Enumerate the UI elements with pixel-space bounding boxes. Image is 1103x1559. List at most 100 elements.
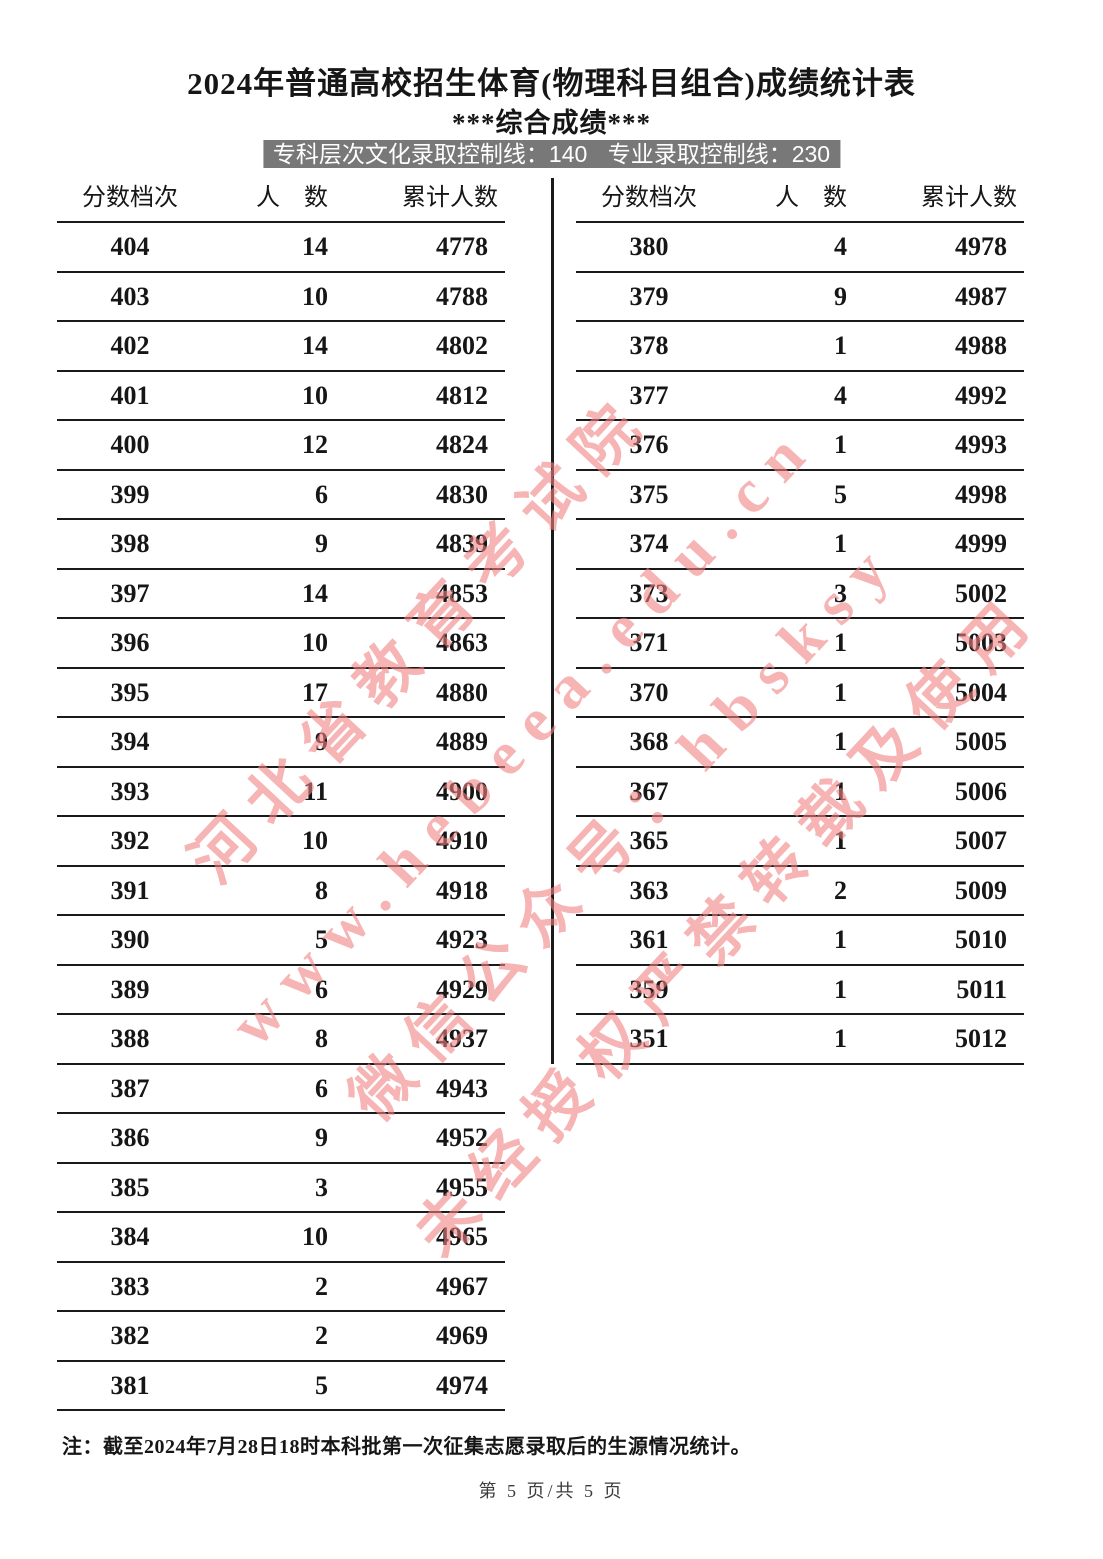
cumulative-cell: 4880 <box>436 677 488 707</box>
score-cell: 402 <box>110 331 150 360</box>
table-body-left: 404 14 4778 403 10 4788 402 14 4802 401 … <box>57 223 505 1411</box>
score-cell: 379 <box>629 281 669 311</box>
count-cell: 2 <box>315 1271 328 1301</box>
score-cell: 373 <box>629 578 669 608</box>
table-row: 401 10 4812 <box>57 372 505 421</box>
cumulative-cell: 4929 <box>436 974 488 1004</box>
count-cell: 14 <box>302 578 328 608</box>
cumulative-cell: 4923 <box>436 925 488 954</box>
count-cell: 12 <box>302 430 328 459</box>
count-cell: 17 <box>302 677 328 707</box>
score-cell: 374 <box>629 529 669 558</box>
count-cell: 5 <box>834 479 847 509</box>
cumulative-cell: 4988 <box>955 331 1007 360</box>
table-row: 397 14 4853 <box>57 570 505 619</box>
major-control-line: 专业录取控制线：230 <box>607 141 831 167</box>
score-cell: 391 <box>110 875 150 905</box>
cumulative-cell: 4955 <box>436 1172 488 1202</box>
table-row: 388 8 4937 <box>57 1015 505 1065</box>
count-cell: 9 <box>834 281 847 311</box>
score-cell: 375 <box>629 479 669 509</box>
count-cell: 5 <box>315 925 328 954</box>
table-row: 399 6 4830 <box>57 471 505 520</box>
table-row: 378 1 4988 <box>576 322 1024 372</box>
cumulative-cell: 4863 <box>436 628 488 657</box>
cumulative-cell: 4978 <box>955 232 1007 261</box>
score-cell: 365 <box>629 826 669 855</box>
count-cell: 6 <box>315 1073 328 1103</box>
score-cell: 363 <box>629 875 669 905</box>
score-cell: 398 <box>110 529 150 558</box>
count-cell: 1 <box>834 628 847 657</box>
table-row: 384 10 4965 <box>57 1213 505 1263</box>
count-cell: 10 <box>302 281 328 311</box>
count-cell: 1 <box>834 529 847 558</box>
count-cell: 11 <box>303 776 328 806</box>
cumulative-cell: 4788 <box>436 281 488 311</box>
cumulative-cell: 4802 <box>436 331 488 360</box>
cumulative-cell: 4839 <box>436 529 488 558</box>
count-cell: 9 <box>315 727 328 756</box>
cumulative-cell: 4952 <box>436 1123 488 1152</box>
score-cell: 383 <box>110 1271 150 1301</box>
table-row: 359 1 5011 <box>576 966 1024 1015</box>
page-indicator: 第 5 页/共 5 页 <box>478 1481 625 1501</box>
footnote: 注：截至2024年7月28日18时本科批第一次征集志愿录取后的生源情况统计。 <box>62 1436 751 1458</box>
count-cell: 8 <box>315 1024 328 1053</box>
cumulative-cell: 5011 <box>956 974 1007 1004</box>
cumulative-cell: 4824 <box>436 430 488 459</box>
score-cell: 399 <box>110 479 150 509</box>
count-cell: 1 <box>834 925 847 954</box>
score-cell: 394 <box>110 727 150 756</box>
cumulative-cell: 4853 <box>436 578 488 608</box>
cumulative-cell: 4830 <box>436 479 488 509</box>
table-row: 375 5 4998 <box>576 471 1024 520</box>
table-row: 381 5 4974 <box>57 1362 505 1411</box>
table-row: 373 3 5002 <box>576 570 1024 619</box>
count-cell: 10 <box>302 380 328 410</box>
score-cell: 368 <box>629 727 669 756</box>
count-cell: 2 <box>834 875 847 905</box>
table-row: 404 14 4778 <box>57 223 505 273</box>
table-row: 387 6 4943 <box>57 1065 505 1114</box>
cumulative-cell: 4999 <box>955 529 1007 558</box>
count-cell: 5 <box>315 1370 328 1400</box>
control-line-banner: 专科层次文化录取控制线：140 专业录取控制线：230 <box>262 140 841 168</box>
table-body-right: 380 4 4978 379 9 4987 378 1 4988 377 4 4… <box>576 223 1024 1065</box>
cumulative-cell: 5009 <box>955 875 1007 905</box>
count-cell: 3 <box>315 1172 328 1202</box>
table-row: 365 1 5007 <box>576 817 1024 867</box>
count-cell: 1 <box>834 430 847 459</box>
cumulative-cell: 4889 <box>436 727 488 756</box>
table-row: 398 9 4839 <box>57 520 505 570</box>
score-cell: 390 <box>110 925 150 954</box>
count-cell: 1 <box>834 826 847 855</box>
score-cell: 377 <box>629 380 669 410</box>
cumulative-cell: 4969 <box>436 1321 488 1350</box>
count-cell: 4 <box>834 232 847 261</box>
count-cell: 14 <box>302 232 328 261</box>
table-row: 371 1 5003 <box>576 619 1024 669</box>
score-cell: 376 <box>629 430 669 459</box>
score-table-left: 分数档次 人 数 累计人数 404 14 4778 403 10 4788 40… <box>57 178 505 1411</box>
table-row: 390 5 4923 <box>57 916 505 966</box>
table-row: 380 4 4978 <box>576 223 1024 273</box>
table-row: 379 9 4987 <box>576 273 1024 322</box>
score-cell: 404 <box>110 232 150 261</box>
col-header-count: 人 数 <box>775 185 847 211</box>
col-header-count: 人 数 <box>256 185 328 211</box>
table-row: 396 10 4863 <box>57 619 505 669</box>
cumulative-cell: 4967 <box>436 1271 488 1301</box>
table-row: 370 1 5004 <box>576 669 1024 718</box>
count-cell: 2 <box>315 1321 328 1350</box>
col-header-score: 分数档次 <box>82 185 178 211</box>
cumulative-cell: 5004 <box>955 677 1007 707</box>
col-header-cumulative: 累计人数 <box>921 185 1017 211</box>
cumulative-cell: 4812 <box>436 380 488 410</box>
score-cell: 387 <box>110 1073 150 1103</box>
cumulative-cell: 4998 <box>955 479 1007 509</box>
score-cell: 378 <box>629 331 669 360</box>
cumulative-cell: 5002 <box>955 578 1007 608</box>
cumulative-cell: 4965 <box>436 1222 488 1251</box>
table-row: 395 17 4880 <box>57 669 505 718</box>
